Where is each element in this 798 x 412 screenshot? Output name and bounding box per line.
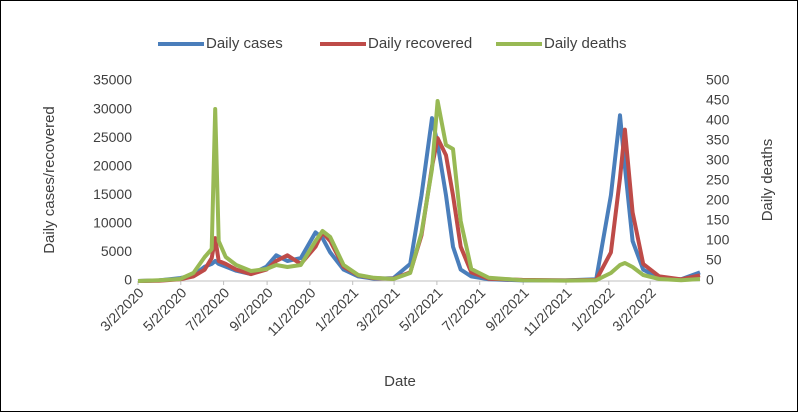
y-tick-label: 5000 — [101, 243, 132, 259]
y2-tick-label: 500 — [706, 72, 730, 88]
y2-tick-label: 300 — [706, 152, 730, 168]
legend-label: Daily deaths — [544, 35, 627, 52]
y-tick-label: 15000 — [93, 186, 132, 202]
y2-tick-label: 450 — [706, 92, 730, 108]
y2-tick-label: 400 — [706, 112, 730, 128]
y2-tick-label: 150 — [706, 212, 730, 228]
y-tick-label: 35000 — [93, 72, 132, 88]
y2-axis-label: Daily deaths — [759, 139, 776, 222]
y2-tick-label: 0 — [706, 272, 714, 288]
legend-label: Daily recovered — [368, 35, 472, 52]
y-axis-label: Daily cases/recovered — [41, 106, 58, 254]
y2-tick-label: 50 — [706, 252, 722, 268]
y2-tick-label: 200 — [706, 192, 730, 208]
y-tick-label: 25000 — [93, 129, 132, 145]
x-axis-label: Date — [384, 373, 416, 390]
y2-tick-label: 250 — [706, 172, 730, 188]
y-tick-label: 30000 — [93, 100, 132, 116]
y2-tick-label: 100 — [706, 232, 730, 248]
y-tick-label: 10000 — [93, 215, 132, 231]
y-tick-label: 20000 — [93, 157, 132, 173]
y2-tick-label: 350 — [706, 132, 730, 148]
legend-label: Daily cases — [206, 35, 283, 52]
y-tick-label: 0 — [124, 272, 132, 288]
series-line — [137, 99, 701, 283]
